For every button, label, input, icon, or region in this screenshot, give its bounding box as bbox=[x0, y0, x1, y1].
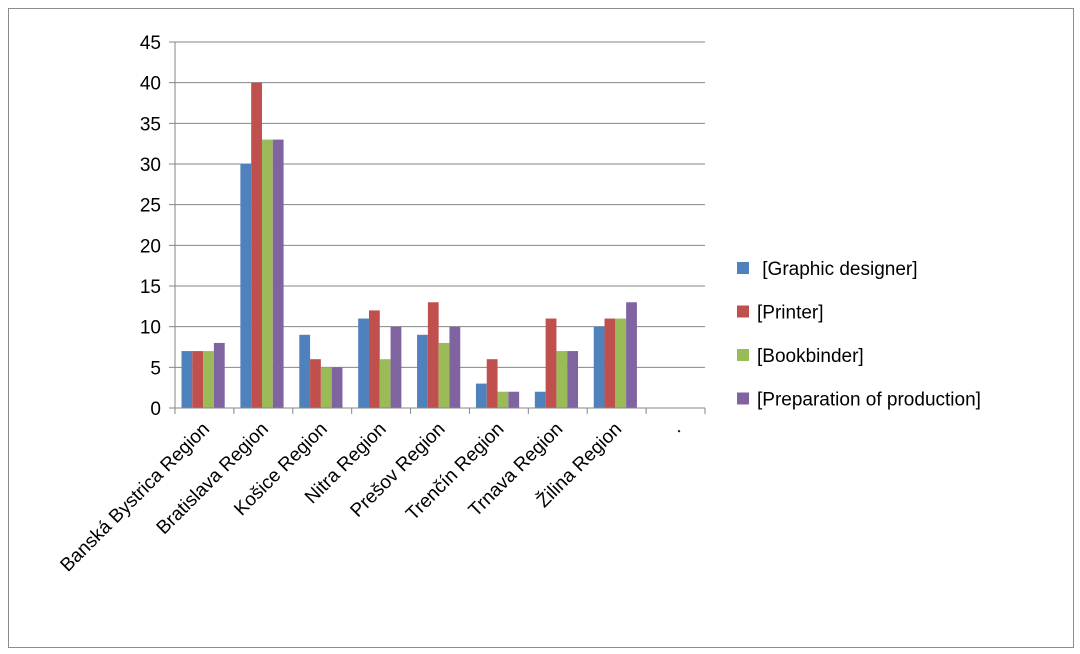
bar bbox=[261, 139, 273, 408]
bar bbox=[192, 351, 204, 408]
bar bbox=[534, 391, 546, 408]
y-tick-label: 5 bbox=[150, 358, 161, 379]
chart-frame: 0 5 10 15 20 25 30 35 40 45 Banská Bystrica Regio… bbox=[8, 8, 1074, 648]
bar bbox=[181, 351, 193, 408]
legend-swatch bbox=[737, 392, 749, 405]
bar bbox=[556, 351, 568, 408]
x-category-label: . bbox=[667, 419, 686, 438]
bar bbox=[320, 367, 332, 408]
bar bbox=[508, 391, 520, 408]
legend-label: [Preparation of production] bbox=[757, 390, 981, 411]
legend-label: [Printer] bbox=[757, 303, 824, 324]
bar bbox=[615, 318, 627, 408]
bar bbox=[427, 302, 439, 408]
bar bbox=[626, 302, 637, 408]
bar bbox=[438, 342, 450, 408]
legend-swatch bbox=[737, 262, 749, 274]
bar bbox=[331, 367, 343, 408]
legend-swatch bbox=[737, 305, 749, 318]
y-tick-label: 35 bbox=[140, 114, 161, 135]
y-tick-labels: 0 5 10 15 20 25 30 35 40 45 bbox=[140, 33, 161, 420]
bar bbox=[486, 359, 498, 408]
bar bbox=[475, 383, 487, 408]
bar bbox=[604, 318, 616, 408]
bar bbox=[203, 351, 214, 408]
bar bbox=[272, 139, 284, 408]
bar bbox=[379, 359, 391, 408]
bar bbox=[449, 326, 461, 408]
bar bbox=[368, 310, 380, 408]
x-category-label: Bratislava Region bbox=[153, 419, 273, 539]
bar bbox=[310, 359, 321, 408]
y-tick-label: 10 bbox=[140, 318, 161, 339]
legend-label: [Graphic designer] bbox=[757, 259, 918, 280]
y-tick-label: 45 bbox=[140, 33, 161, 54]
bar bbox=[240, 164, 252, 408]
legend-label: [Bookbinder] bbox=[757, 346, 864, 367]
bars bbox=[181, 82, 637, 409]
bar bbox=[497, 391, 509, 408]
bar bbox=[417, 334, 428, 408]
legend-swatch bbox=[737, 349, 749, 361]
bar bbox=[545, 318, 557, 408]
bar-chart: 0 5 10 15 20 25 30 35 40 45 Banská Bystrica Regio… bbox=[56, 33, 981, 576]
legend: [Graphic designer] [Printer] [Bookbinder] [… bbox=[737, 259, 981, 411]
bar bbox=[390, 326, 402, 408]
y-tick-label: 0 bbox=[150, 399, 161, 420]
y-tick-label: 25 bbox=[140, 196, 161, 217]
bar bbox=[358, 318, 369, 408]
bar bbox=[567, 351, 579, 408]
y-tick-label: 40 bbox=[140, 74, 161, 95]
y-tick-label: 30 bbox=[140, 155, 161, 176]
axes bbox=[169, 41, 706, 414]
bar bbox=[251, 82, 262, 409]
y-tick-label: 15 bbox=[140, 277, 161, 298]
bar bbox=[213, 342, 225, 408]
y-tick-label: 20 bbox=[140, 236, 161, 257]
bar bbox=[593, 326, 605, 408]
bar bbox=[299, 334, 311, 408]
